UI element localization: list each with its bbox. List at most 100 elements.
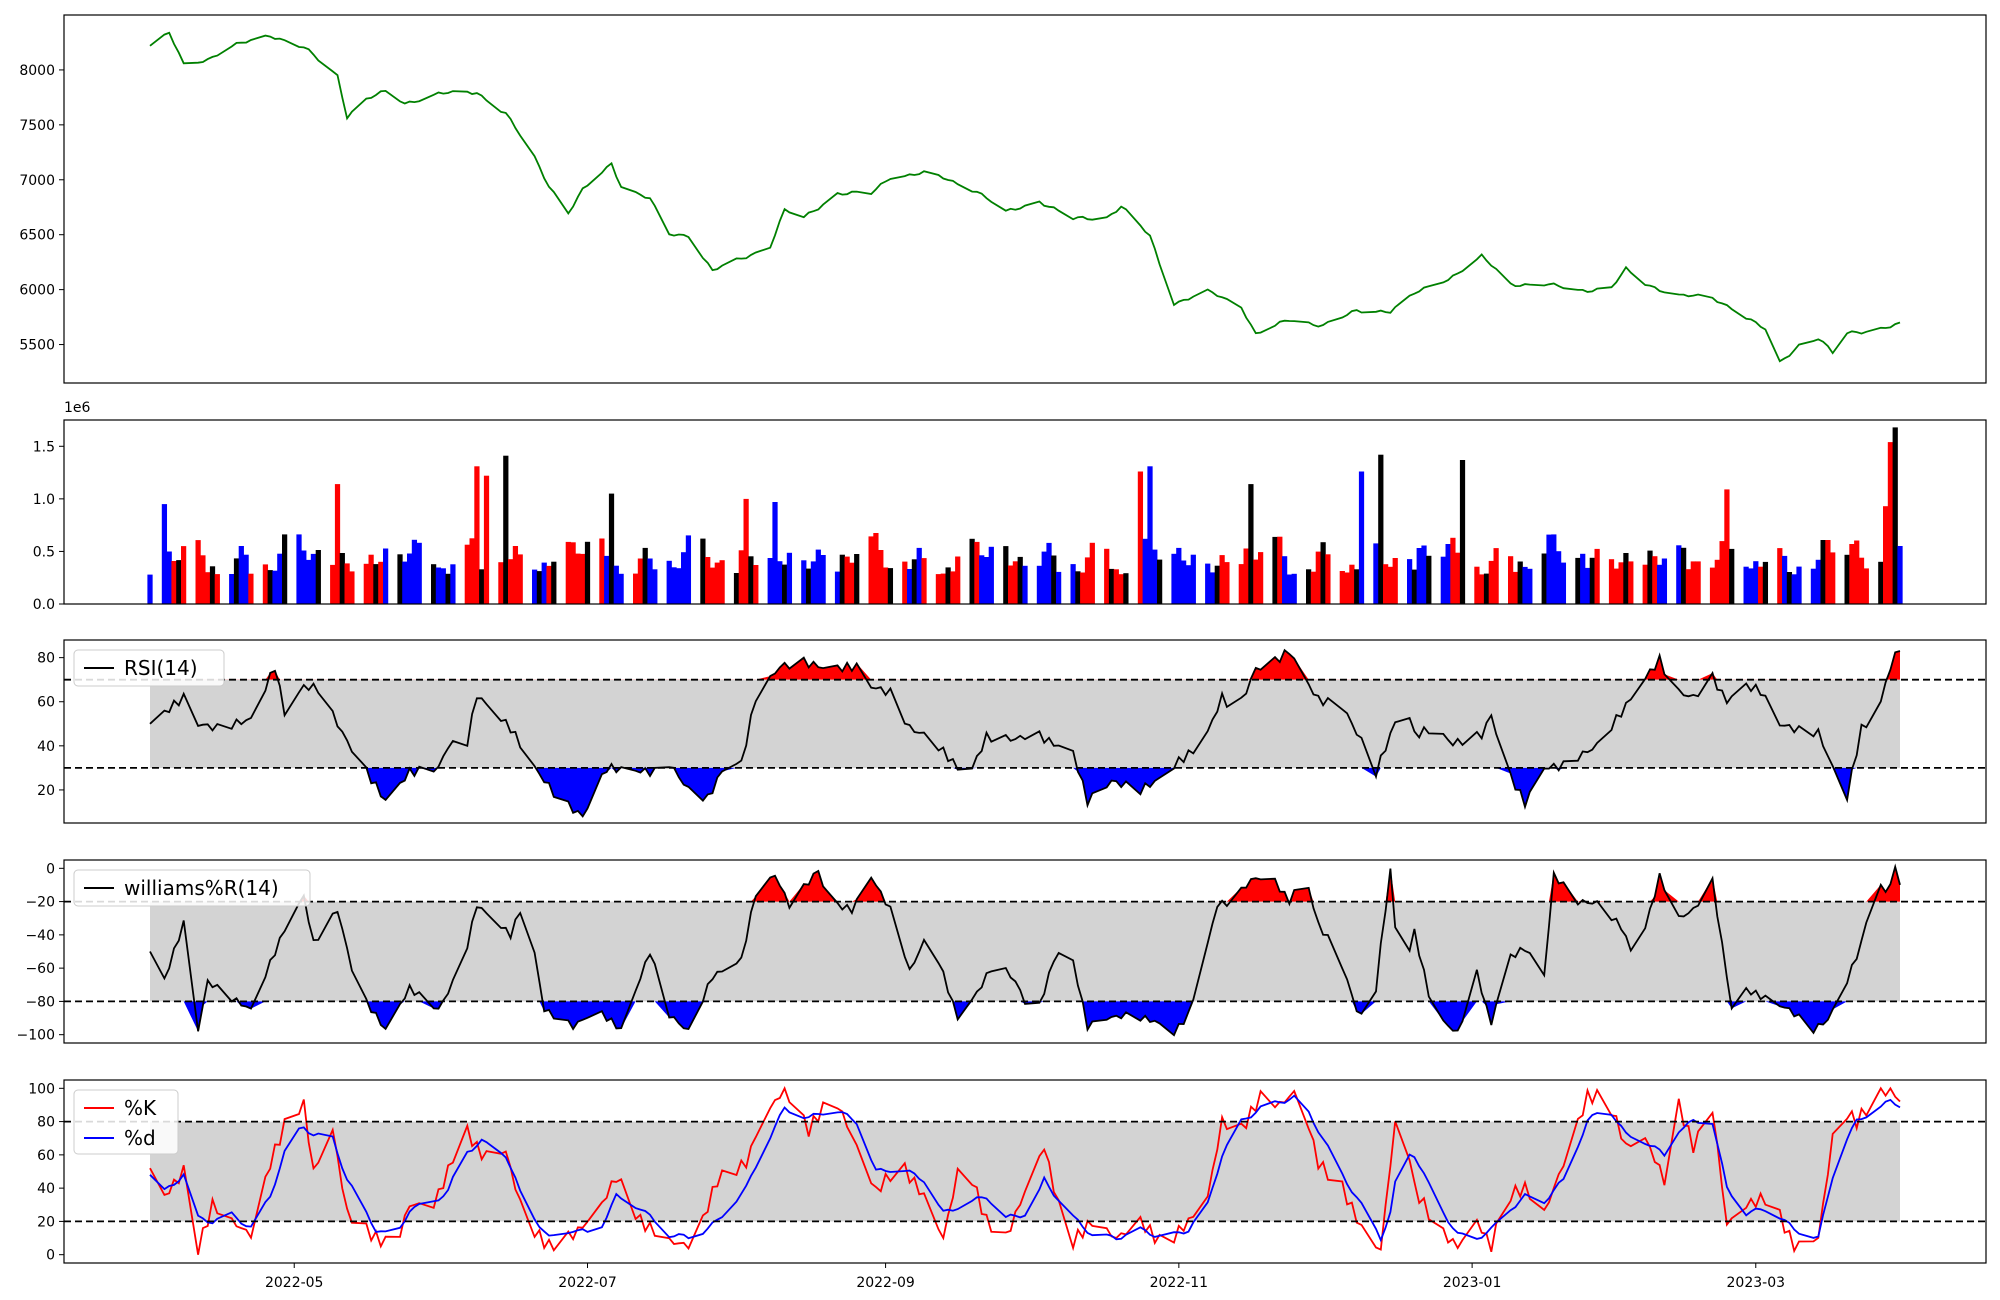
volume-bar (1546, 534, 1552, 604)
price-ytick-label: 5500 (19, 338, 55, 354)
volume-bar (820, 555, 826, 604)
williams-oversold-fill (150, 1001, 1900, 1036)
volume-bar (1137, 471, 1144, 604)
stochastic-ytick-label: 40 (37, 1181, 55, 1197)
volume-bar (272, 570, 278, 604)
volume-bar (1426, 555, 1432, 604)
rsi-legend-label: RSI(14) (124, 656, 198, 680)
volume-bar (1089, 542, 1095, 604)
volume-bar (1205, 563, 1211, 604)
volume-ytick-label: 0.5 (33, 544, 55, 560)
rsi-ytick-label: 20 (37, 783, 55, 799)
volume-bar (854, 554, 860, 604)
volume-bar (940, 573, 946, 604)
volume-bar (1277, 536, 1283, 604)
volume-bar (1657, 564, 1663, 604)
volume-bar (676, 568, 682, 604)
rsi-line (149, 648, 1901, 818)
volume-bar (608, 493, 615, 604)
volume-bar (1676, 545, 1682, 604)
volume-bar (532, 569, 538, 604)
volume-bar (873, 533, 879, 604)
volume-bar (1589, 557, 1595, 604)
volume-bar (772, 502, 778, 604)
volume-bar (1791, 574, 1797, 604)
stochastic-k-line (149, 1085, 1901, 1255)
volume-bar (1512, 571, 1519, 604)
volume-bar (1743, 566, 1749, 604)
volume-bar (1844, 554, 1850, 604)
williams-ytick-label: −40 (25, 928, 55, 944)
volume-bar (1017, 556, 1023, 604)
volume-bar (1584, 567, 1591, 604)
williams-neutral-band (150, 901, 1900, 1002)
volume-bar (1181, 560, 1187, 604)
volume-bar (1070, 564, 1076, 604)
rsi-overbought-fill (150, 650, 1900, 680)
volume-bar (1830, 552, 1836, 604)
x-tick-label: 2022-07 (558, 1275, 617, 1291)
volume-bar (1623, 553, 1629, 604)
volume-bar (950, 571, 956, 604)
stochastic-d-line (149, 1094, 1901, 1243)
volume-bar (171, 561, 177, 604)
volume-bar (1580, 553, 1586, 604)
volume-bar (1286, 574, 1293, 604)
volume-bar (1416, 548, 1422, 604)
volume-bar (1863, 568, 1869, 604)
volume-ytick-label: 1.5 (33, 439, 55, 455)
volume-bar (969, 538, 975, 604)
volume-bar (195, 540, 201, 604)
volume-bar (1320, 542, 1326, 604)
volume-bar (1613, 568, 1619, 604)
volume-bar (618, 573, 624, 604)
volume-bar (1887, 442, 1894, 604)
volume-bar (1258, 552, 1264, 604)
volume-bar (450, 564, 456, 604)
volume-bar (296, 534, 302, 604)
volume-bar (681, 552, 687, 604)
volume-bar (1224, 562, 1230, 604)
volume-bar (517, 554, 523, 604)
rsi-neutral-band (150, 679, 1900, 768)
volume-bar (1714, 559, 1720, 604)
volume-bar (921, 558, 927, 604)
volume-bar (1147, 466, 1153, 604)
volume-bar (974, 541, 980, 604)
volume-bar (743, 498, 749, 604)
volume-ytick-label: 0.0 (33, 597, 55, 613)
volume-bar (1378, 454, 1384, 604)
stochastic-frame (63, 1079, 1987, 1264)
volume-bar (1892, 427, 1898, 604)
volume-bar (205, 572, 211, 604)
volume-bar (1560, 562, 1567, 604)
rsi-ytick-label: 60 (37, 695, 55, 711)
volume-bar (570, 542, 576, 604)
volume-bar (1556, 551, 1562, 604)
rsi-ytick-label: 80 (37, 651, 55, 667)
volume-bar (815, 549, 821, 604)
volume-bar (1777, 548, 1783, 604)
volume-bar (1883, 506, 1889, 604)
volume-bar (1445, 544, 1451, 604)
volume-bar (911, 559, 918, 604)
volume-bar (604, 555, 610, 604)
volume-bar (1642, 564, 1648, 604)
volume-bar (1661, 558, 1668, 604)
x-tick-label: 2023-01 (1443, 1275, 1502, 1291)
volume-bar (1796, 566, 1802, 604)
volume-bar (575, 553, 581, 604)
volume-bar (1185, 565, 1192, 604)
volume-bar (474, 466, 480, 604)
volume-bar (714, 562, 720, 604)
volume-bar (801, 560, 807, 604)
volume-bar (546, 565, 552, 604)
volume-bar (1681, 547, 1687, 604)
volume-bar (1084, 557, 1091, 604)
volume-bar (916, 547, 922, 604)
volume-bar (1113, 569, 1119, 604)
volume-bar (262, 564, 269, 604)
volume-bar (1618, 562, 1624, 604)
stochastic-ytick-label: 80 (37, 1115, 55, 1131)
